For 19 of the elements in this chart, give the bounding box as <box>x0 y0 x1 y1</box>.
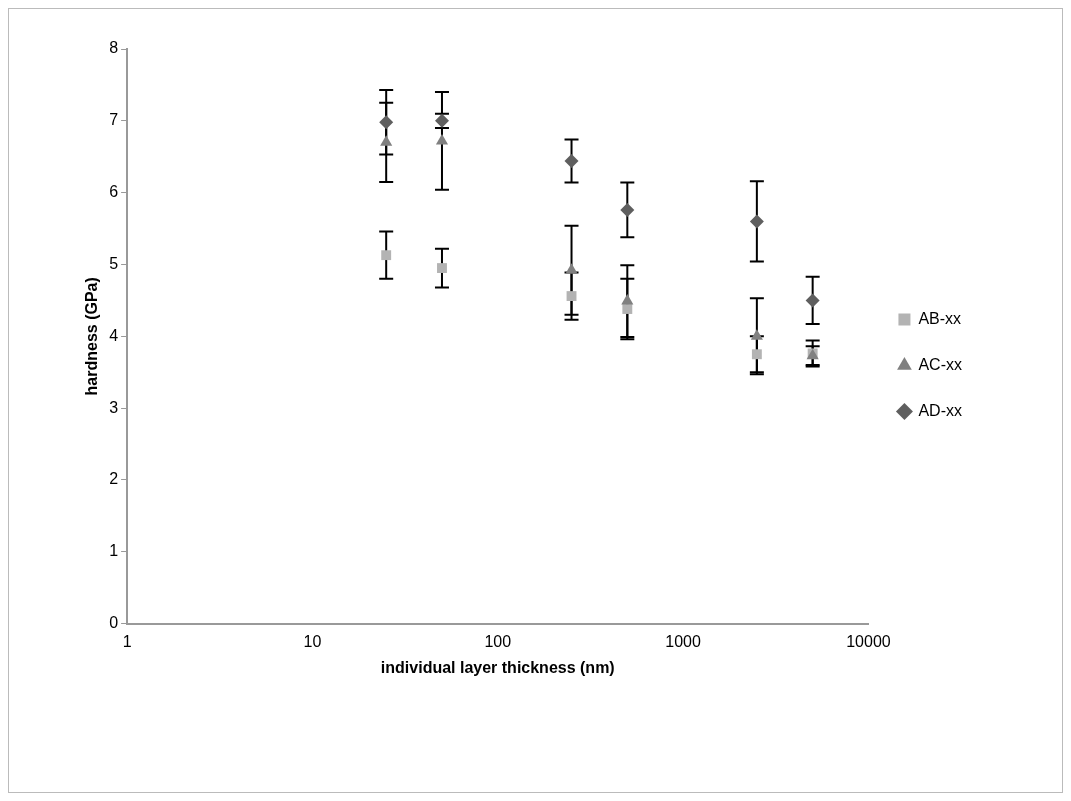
x-tick-label: 100 <box>484 632 512 650</box>
legend-label: AC-xx <box>918 355 963 373</box>
x-tick-label: 1 <box>122 632 132 650</box>
y-tick-label: 2 <box>109 470 119 488</box>
x-tick-label: 1000 <box>665 632 702 650</box>
y-tick-label: 1 <box>109 542 119 560</box>
y-tick-label: 6 <box>109 183 119 201</box>
y-tick-label: 4 <box>109 326 119 344</box>
x-axis-title: individual layer thickness (nm) <box>380 658 615 676</box>
y-tick-label: 8 <box>109 39 119 57</box>
y-tick-label: 7 <box>109 111 119 129</box>
legend-label: AD-xx <box>918 401 963 419</box>
y-tick-label: 3 <box>109 398 119 416</box>
y-axis-title: hardness (GPa) <box>83 277 101 396</box>
x-tick-label: 10 <box>303 632 322 650</box>
legend-label: AB-xx <box>918 309 962 327</box>
y-tick-label: 5 <box>109 254 119 272</box>
y-tick-label: 0 <box>109 614 119 632</box>
x-tick-label: 10000 <box>846 632 891 650</box>
